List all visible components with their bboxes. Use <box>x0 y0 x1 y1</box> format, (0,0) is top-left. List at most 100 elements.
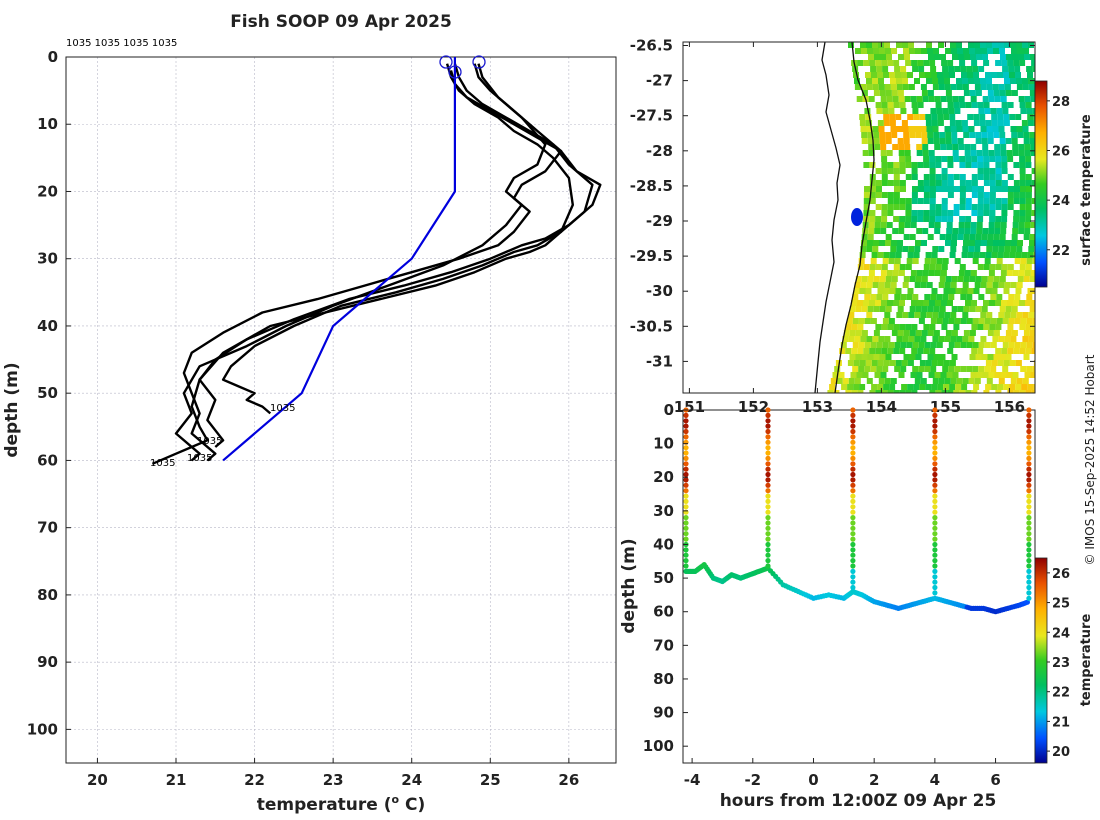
scatter-point <box>1026 574 1032 580</box>
sst-cell <box>886 150 893 156</box>
sst-cell <box>865 360 872 366</box>
y-tick-label: 50 <box>37 384 58 402</box>
sst-cell <box>942 366 949 372</box>
sst-cell <box>1019 162 1026 168</box>
sst-cell <box>978 108 985 114</box>
sst-cell <box>990 342 997 348</box>
sst-cell <box>1019 210 1026 216</box>
sst-cell <box>903 276 910 282</box>
sst-cell <box>963 90 970 96</box>
sst-cell <box>866 378 873 384</box>
sst-cell <box>1004 42 1010 48</box>
sst-cell <box>974 282 981 288</box>
sst-cell <box>995 204 1002 210</box>
scatter-point <box>932 423 938 429</box>
sst-cell <box>848 312 855 318</box>
sst-cell <box>929 192 936 198</box>
sst-cell <box>854 78 860 84</box>
sst-cell <box>945 138 952 144</box>
sst-cell <box>879 132 886 138</box>
scatter-point <box>932 541 938 548</box>
scatter-point <box>765 428 771 435</box>
sst-cell <box>893 324 900 330</box>
sst-cell <box>864 186 870 192</box>
sst-cell <box>929 210 936 216</box>
profile-x-ticks: 20 21 22 23 24 25 26 <box>87 758 579 789</box>
sst-cell <box>1022 78 1028 84</box>
sst-cell <box>914 126 921 132</box>
sst-cell <box>1029 132 1035 138</box>
sst-cell <box>916 144 923 150</box>
sst-cell <box>977 168 984 174</box>
scatter-point <box>1026 563 1032 569</box>
sst-cell <box>893 300 899 306</box>
scatter-point <box>932 455 938 461</box>
sst-cell <box>863 60 870 66</box>
sst-cell <box>975 90 982 96</box>
sst-cell <box>951 138 958 144</box>
sst-cell <box>907 360 914 366</box>
sst-cell <box>900 186 906 192</box>
sst-cell <box>925 360 932 366</box>
lat-tick-label: -27.5 <box>630 107 673 125</box>
sst-cell <box>929 174 936 180</box>
sst-cell <box>894 342 901 348</box>
sst-cell <box>998 42 1004 48</box>
sst-cell <box>905 210 912 216</box>
sst-cell <box>965 162 972 168</box>
sst-cell <box>1022 378 1029 384</box>
sst-cell <box>857 324 864 330</box>
sst-cell <box>869 210 876 216</box>
sst-cell <box>919 384 926 390</box>
scatter-point <box>932 428 938 435</box>
sst-cell <box>920 126 927 132</box>
sst-cell <box>889 114 896 120</box>
sst-cell <box>916 372 923 378</box>
sst-cell <box>993 90 1000 96</box>
sst-cell <box>952 150 959 156</box>
sst-cell <box>950 42 956 48</box>
sst-cell <box>929 168 936 174</box>
scatter-point <box>765 547 771 553</box>
sst-cell <box>903 354 910 360</box>
sst-cell <box>949 120 956 126</box>
scatter-point <box>765 455 771 461</box>
sst-cell <box>968 42 974 48</box>
sst-cell <box>976 150 983 156</box>
scatter-point <box>850 536 856 542</box>
sst-cell <box>1031 324 1035 330</box>
sst-cell <box>908 126 915 132</box>
sst-cell <box>881 204 888 210</box>
sst-cell <box>948 366 955 372</box>
sst-cell <box>902 126 909 132</box>
sst-cell <box>953 102 960 108</box>
sst-cell <box>986 126 993 132</box>
profile-title: Fish SOOP 09 Apr 2025 <box>230 12 452 32</box>
sst-cell <box>888 342 895 348</box>
sst-cell <box>987 132 994 138</box>
sst-cell <box>1002 318 1009 324</box>
sst-cell <box>938 84 945 90</box>
sst-cell <box>908 84 915 90</box>
sst-cell <box>880 372 887 378</box>
sst-cell <box>917 348 924 354</box>
scatter-point <box>932 482 938 488</box>
sst-cell <box>983 198 990 204</box>
sst-cell <box>954 342 961 348</box>
sst-cell <box>983 324 990 330</box>
sst-cell <box>930 108 937 114</box>
sst-cell <box>917 180 924 186</box>
scatter-point <box>932 574 938 580</box>
sst-cell <box>1016 126 1023 132</box>
sst-cell <box>981 138 988 144</box>
sst-cell <box>924 186 930 192</box>
sst-cell <box>954 186 960 192</box>
sst-cell <box>991 120 998 126</box>
sst-cell <box>1000 96 1007 102</box>
sst-cell <box>921 306 928 312</box>
scatter-point <box>683 563 689 569</box>
sst-cell <box>965 198 972 204</box>
scatter-point <box>1026 525 1032 531</box>
sst-cell <box>980 84 987 90</box>
sst-cell <box>1018 144 1025 150</box>
